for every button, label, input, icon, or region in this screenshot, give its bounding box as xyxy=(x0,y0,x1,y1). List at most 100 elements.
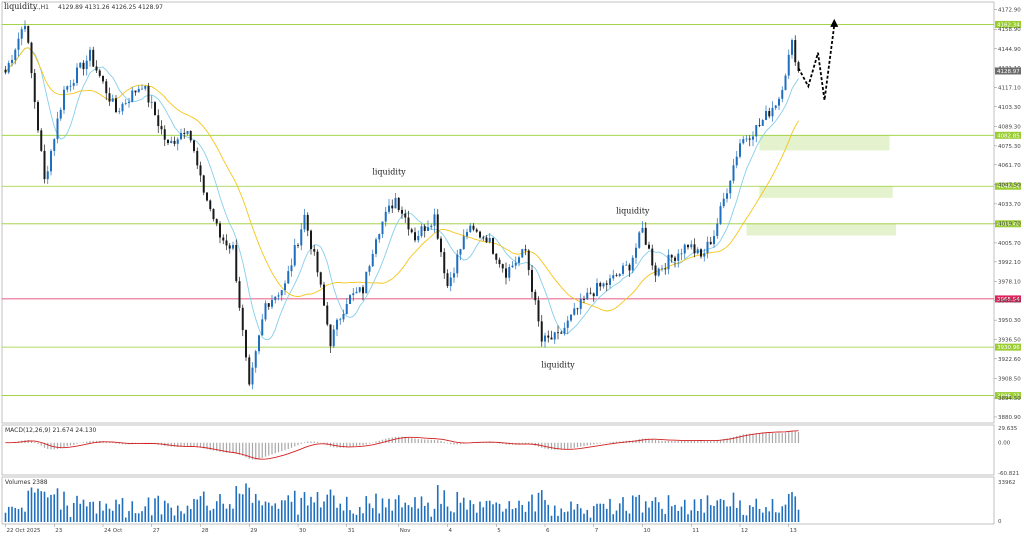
volume-bar xyxy=(76,495,78,522)
candle xyxy=(189,130,192,143)
candle-body xyxy=(271,300,273,307)
candle-body xyxy=(570,314,572,321)
volume-bar xyxy=(258,500,260,522)
macd-bar xyxy=(118,442,120,445)
volume-bar xyxy=(745,515,748,522)
candle-body xyxy=(410,229,413,233)
macd-bar xyxy=(700,441,702,444)
candle-body xyxy=(215,219,218,224)
volume-bar xyxy=(690,510,693,522)
volume-bar xyxy=(30,487,33,522)
candle-body xyxy=(618,273,621,276)
candle xyxy=(722,192,725,209)
y-tick-label: 4089.30 xyxy=(998,124,1021,130)
candle xyxy=(303,208,306,233)
macd-bar xyxy=(573,442,575,448)
volume-bar xyxy=(105,503,108,522)
volume-bar xyxy=(85,506,88,522)
candle xyxy=(154,101,156,116)
candle xyxy=(544,332,546,348)
macd-bar xyxy=(645,438,647,444)
candle-body xyxy=(430,225,433,228)
candle xyxy=(388,199,390,214)
volume-bar xyxy=(758,508,761,522)
volume-bar xyxy=(128,511,130,522)
candle-body xyxy=(206,192,208,201)
macd-pane[interactable] xyxy=(1,424,995,476)
volume-bar xyxy=(222,503,225,522)
volume-bar xyxy=(199,496,202,522)
candle-body xyxy=(794,40,797,63)
volume-bar xyxy=(589,517,592,522)
candle-body xyxy=(24,26,26,30)
candle xyxy=(576,307,579,315)
volume-bar xyxy=(355,514,358,522)
volume-bar xyxy=(329,489,332,522)
candle-body xyxy=(641,227,644,233)
volume-bar xyxy=(466,509,468,522)
macd-bar xyxy=(316,442,319,444)
candle-body xyxy=(20,29,23,39)
candle-body xyxy=(407,217,410,230)
candle xyxy=(583,295,585,304)
candle-body xyxy=(336,319,338,330)
volume-bar xyxy=(20,507,23,522)
volume-bar xyxy=(427,502,429,522)
volume-bar xyxy=(700,498,702,522)
volume-bar xyxy=(547,504,550,522)
candle-body xyxy=(89,49,91,61)
volume-bar xyxy=(124,517,127,522)
macd-bar xyxy=(446,442,449,444)
macd-bar xyxy=(459,442,462,445)
candle xyxy=(43,144,46,184)
candle xyxy=(284,280,286,295)
candle-body xyxy=(540,321,543,342)
volume-title: Volumes 2388 xyxy=(5,479,48,486)
candle xyxy=(521,248,524,259)
volume-pane[interactable] xyxy=(1,476,995,525)
projection-arrowhead xyxy=(830,18,839,27)
candle xyxy=(371,249,374,267)
volume-bar xyxy=(459,502,462,522)
volume-bar xyxy=(264,501,267,522)
candle-body xyxy=(228,245,231,249)
macd-bar xyxy=(407,437,410,444)
macd-bar xyxy=(638,439,640,444)
volume-tick-label: 0 xyxy=(998,519,1002,525)
candle xyxy=(59,107,62,121)
candle xyxy=(453,267,455,283)
x-tick-label: 4 xyxy=(449,528,453,534)
candle-body xyxy=(518,257,520,263)
level-label-4: 4019.40 xyxy=(997,222,1020,228)
macd-bar xyxy=(313,441,315,444)
candle-body xyxy=(449,277,452,286)
macd-bar xyxy=(658,440,660,444)
macd-bar xyxy=(749,433,751,444)
candle-body xyxy=(739,143,741,157)
candle-body xyxy=(648,244,650,249)
candle-body xyxy=(365,271,368,294)
candle-body xyxy=(732,165,735,181)
candle xyxy=(797,60,800,73)
candle-body xyxy=(339,319,342,321)
candle xyxy=(310,229,312,255)
candle xyxy=(599,281,602,291)
candle-body xyxy=(462,236,465,250)
macd-bar xyxy=(778,433,780,444)
candle xyxy=(245,329,247,361)
candle-body xyxy=(245,330,247,358)
candle xyxy=(306,212,309,237)
candle-body xyxy=(27,26,30,43)
candle-body xyxy=(631,257,634,271)
macd-bar xyxy=(281,442,283,452)
x-tick-label: 29 xyxy=(250,528,257,534)
main-pane[interactable] xyxy=(1,1,995,424)
candle xyxy=(277,292,280,301)
candle xyxy=(732,158,735,184)
volume-bar xyxy=(761,512,764,522)
candle xyxy=(40,128,43,152)
macd-bar xyxy=(557,442,559,450)
volume-bar xyxy=(53,494,56,522)
volume-bar xyxy=(469,500,472,522)
